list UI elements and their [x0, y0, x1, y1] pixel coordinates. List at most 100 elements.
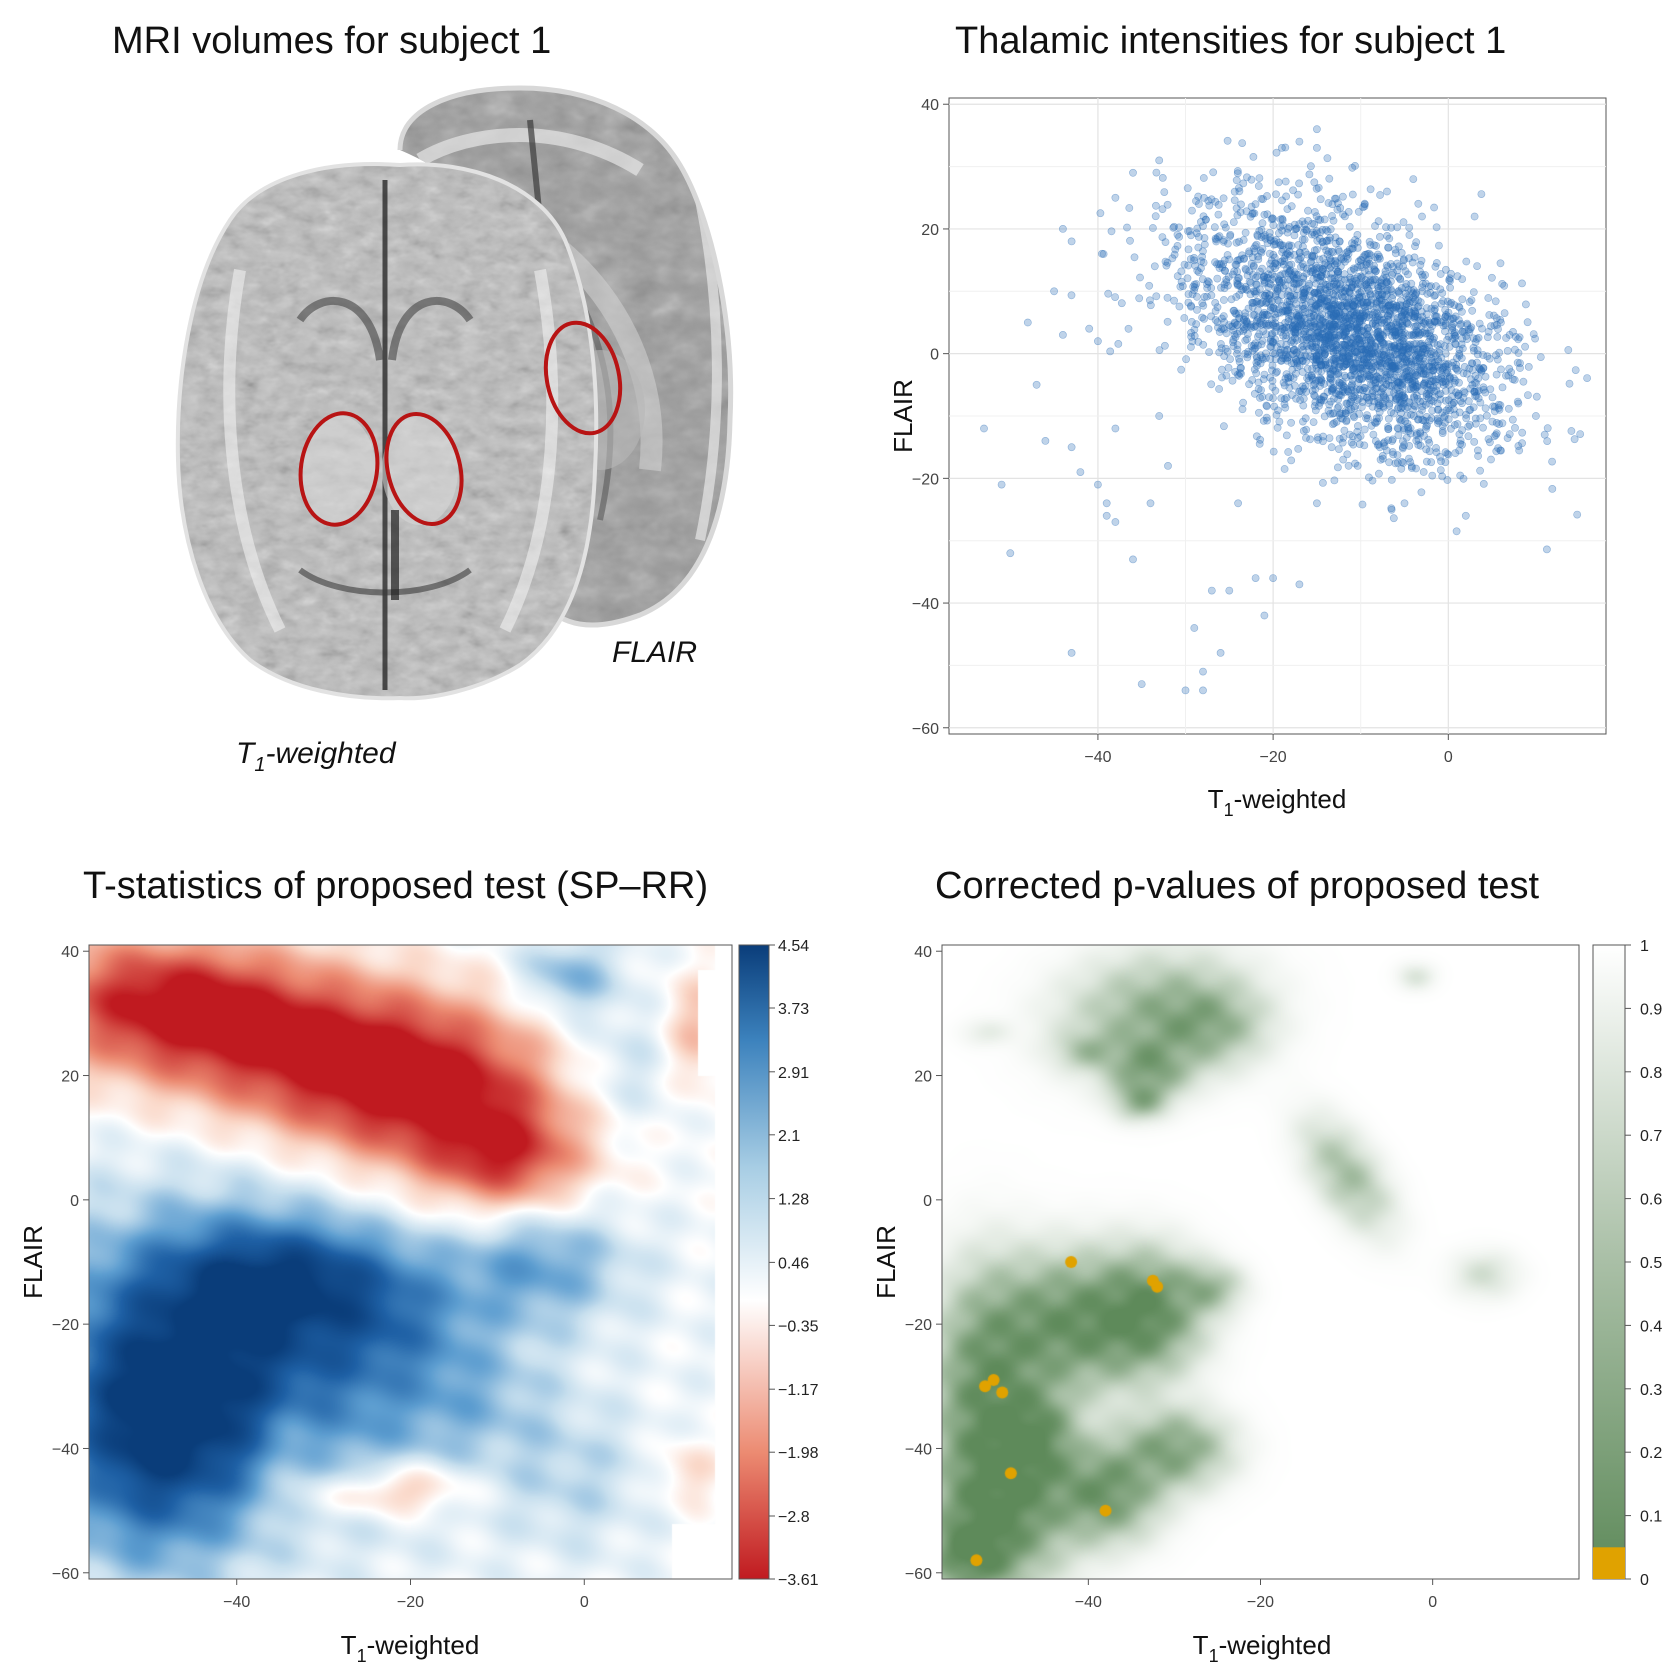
scatter-point [1339, 433, 1348, 442]
scatter-point [1387, 260, 1395, 268]
scatter-point [1466, 405, 1475, 414]
scatter-point [1443, 366, 1451, 374]
scatter-point [1281, 318, 1290, 327]
scatter-point [1245, 380, 1253, 389]
scatter-point [1391, 364, 1400, 373]
scatter-point [1505, 330, 1514, 339]
tstat-x-tick-label: −40 [223, 1594, 250, 1611]
scatter-point [1347, 335, 1355, 343]
scatter-point [1483, 411, 1491, 420]
scatter-point [1410, 376, 1418, 385]
scatter-point [1391, 459, 1400, 468]
scatter-point [1235, 357, 1244, 366]
scatter-point [1405, 454, 1413, 463]
scatter-point [1317, 361, 1326, 370]
scatter-point [1521, 342, 1529, 351]
scatter-point [1288, 350, 1297, 359]
scatter-point [1343, 302, 1352, 311]
scatter-point [1114, 339, 1123, 348]
scatter-point [1366, 276, 1375, 285]
scatter-point [1324, 302, 1333, 310]
scatter-point [1429, 366, 1438, 374]
scatter-point [1362, 257, 1371, 266]
scatter-point [1474, 394, 1483, 403]
scatter-point [1218, 365, 1226, 374]
scatter-point [1327, 269, 1335, 278]
scatter-point [1276, 328, 1285, 336]
scatter-point [1430, 317, 1439, 326]
scatter-point [1239, 179, 1248, 188]
scatter-point [1391, 249, 1400, 258]
scatter-point [1399, 256, 1408, 265]
scatter-point [1455, 345, 1464, 354]
scatter-point [1500, 309, 1509, 317]
scatter-point [1286, 291, 1294, 300]
scatter-point [1348, 349, 1356, 358]
scatter-point [1319, 432, 1327, 441]
scatter-point [1432, 386, 1441, 395]
scatter-point [1391, 363, 1399, 372]
scatter-point [1418, 212, 1426, 221]
scatter-point [1367, 295, 1376, 304]
scatter-point [1292, 279, 1301, 288]
scatter-point [1453, 354, 1461, 363]
scatter-point [1268, 361, 1277, 370]
scatter-point [1351, 363, 1360, 372]
scatter-point [1230, 196, 1239, 205]
scatter-point [1287, 456, 1296, 465]
scatter-point [1067, 649, 1076, 657]
scatter-point [1341, 257, 1349, 266]
scatter-point [1378, 350, 1386, 359]
scatter-point [1479, 479, 1488, 488]
scatter-point [1316, 320, 1324, 329]
scatter-point [1276, 215, 1285, 224]
scatter-point [1469, 343, 1478, 352]
scatter-point [1284, 448, 1293, 456]
scatter-point [1332, 417, 1341, 426]
scatter-point [1258, 244, 1267, 253]
scatter-point [1279, 276, 1287, 285]
scatter-point [1405, 357, 1414, 366]
scatter-point [1430, 291, 1439, 300]
scatter-point [1396, 381, 1405, 390]
scatter-point [1354, 433, 1362, 442]
scatter-point [1317, 367, 1326, 376]
scatter-point [1385, 357, 1393, 366]
scatter-point [1388, 437, 1396, 445]
scatter-point [1279, 260, 1288, 269]
scatter-point [1316, 272, 1325, 281]
scatter-point [1456, 471, 1465, 480]
scatter-point [1349, 244, 1357, 253]
scatter-point [1305, 281, 1313, 290]
scatter-point [1451, 339, 1459, 348]
scatter-point [1285, 383, 1294, 392]
scatter-point [1245, 277, 1254, 286]
scatter-point [1348, 380, 1356, 389]
scatter-point [1175, 302, 1184, 311]
scatter-point [1436, 270, 1445, 278]
scatter-point [1477, 190, 1486, 198]
scatter-point [1184, 298, 1193, 307]
scatter-point [1472, 379, 1481, 388]
scatter-point [1258, 219, 1267, 228]
scatter-point [1250, 344, 1259, 353]
pval-y-tick-label: −60 [905, 1566, 932, 1583]
scatter-point [1490, 407, 1499, 416]
scatter-point [1361, 339, 1369, 348]
scatter-point [1267, 256, 1276, 265]
scatter-point [1438, 422, 1447, 431]
scatter-point [1232, 176, 1241, 185]
scatter-point [1532, 412, 1540, 420]
scatter-point [1253, 280, 1261, 289]
scatter-point [1325, 322, 1334, 331]
scatter-point [1447, 298, 1456, 307]
scatter-point [1446, 300, 1455, 308]
scatter-point [1433, 341, 1442, 350]
scatter-point [1404, 270, 1412, 279]
mri-panel-title: MRI volumes for subject 1 [112, 20, 552, 62]
scatter-point [1326, 409, 1335, 418]
scatter-point [1371, 437, 1380, 445]
scatter-point [1290, 338, 1298, 347]
scatter-point [1402, 357, 1411, 366]
scatter-point [1365, 259, 1374, 268]
